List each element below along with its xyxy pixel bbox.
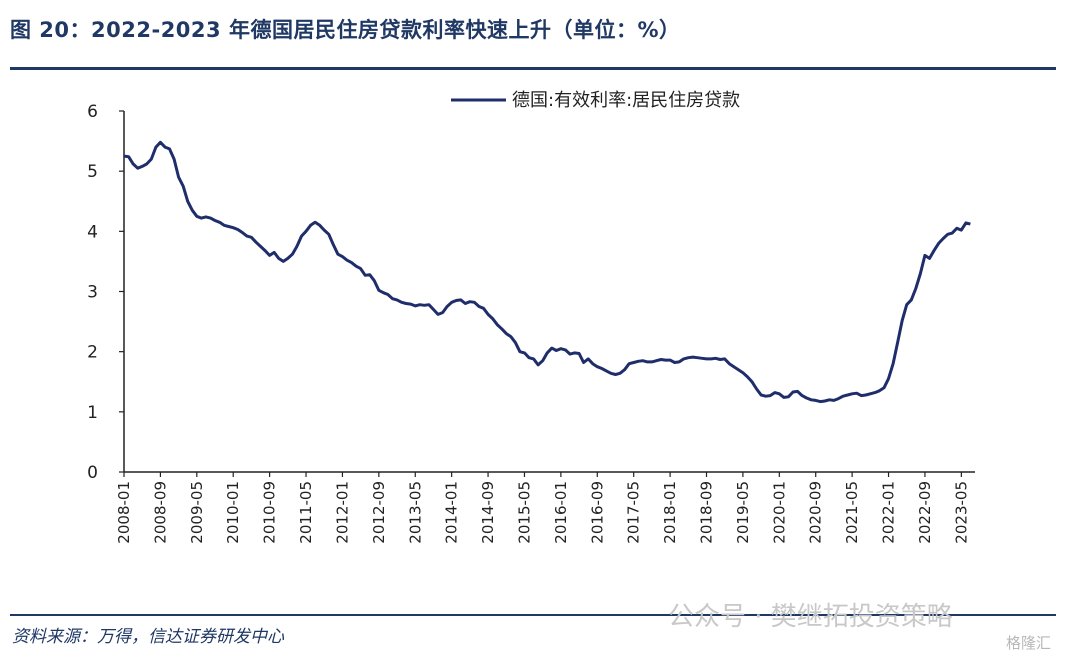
y-tick-label: 5 — [87, 162, 98, 182]
y-tick-label: 1 — [87, 403, 98, 423]
x-tick-label: 2016-01 — [552, 481, 570, 544]
x-tick-label: 2023-05 — [952, 481, 970, 544]
x-tick-label: 2011-05 — [297, 481, 315, 544]
x-tick-label: 2017-05 — [625, 481, 643, 544]
source-note: 资料来源：万得，信达证券研发中心 — [12, 627, 284, 647]
chart-axes — [123, 111, 975, 473]
y-tick-label: 2 — [87, 343, 98, 363]
x-tick-label: 2015-05 — [515, 481, 533, 544]
x-tick-label: 2019-05 — [734, 481, 752, 544]
x-tick-label: 2018-01 — [661, 481, 679, 544]
x-tick-label: 2009-05 — [188, 481, 206, 544]
x-tick-label: 2008-01 — [115, 481, 133, 544]
watermark-logo: 格隆汇 — [1006, 634, 1052, 652]
top-divider — [10, 67, 1056, 70]
legend-label: 德国:有效利率:居民住房贷款 — [512, 90, 740, 111]
chart-title: 图 20：2022-2023 年德国居民住房贷款利率快速上升（单位：%） — [10, 18, 681, 42]
x-tick-label: 2012-09 — [370, 481, 388, 544]
y-tick-label: 6 — [87, 102, 98, 122]
y-tick-label: 0 — [87, 463, 98, 483]
x-tick-label: 2020-01 — [770, 481, 788, 544]
watermark: 公众号 · 樊继拓投资策略 — [668, 602, 953, 632]
x-tick-label: 2013-05 — [406, 481, 424, 544]
y-axis-ticks: 0 1 2 3 4 5 6 — [87, 102, 124, 483]
x-tick-label: 2020-09 — [807, 481, 825, 544]
series-line — [123, 140, 971, 404]
x-tick-label: 2022-01 — [880, 481, 898, 544]
x-tick-label: 2018-09 — [698, 481, 716, 544]
y-tick-label: 4 — [87, 222, 98, 242]
x-axis-ticks: 2008-01 2008-09 2009-05 2010-01 2010-09 2011-… — [115, 472, 970, 544]
x-tick-label: 2008-09 — [151, 481, 169, 544]
x-tick-label: 2014-09 — [479, 481, 497, 544]
x-tick-label: 2021-05 — [843, 481, 861, 544]
y-tick-label: 3 — [87, 283, 98, 303]
x-tick-label: 2016-09 — [588, 481, 606, 544]
legend: 德国:有效利率:居民住房贷款 — [451, 90, 740, 111]
x-tick-label: 2022-09 — [916, 481, 934, 544]
x-tick-label: 2014-01 — [443, 481, 461, 544]
series-lines — [123, 140, 971, 404]
x-tick-label: 2012-01 — [333, 481, 351, 544]
x-tick-label: 2010-01 — [224, 481, 242, 544]
x-tick-label: 2010-09 — [261, 481, 279, 544]
bottom-divider — [10, 614, 1056, 616]
